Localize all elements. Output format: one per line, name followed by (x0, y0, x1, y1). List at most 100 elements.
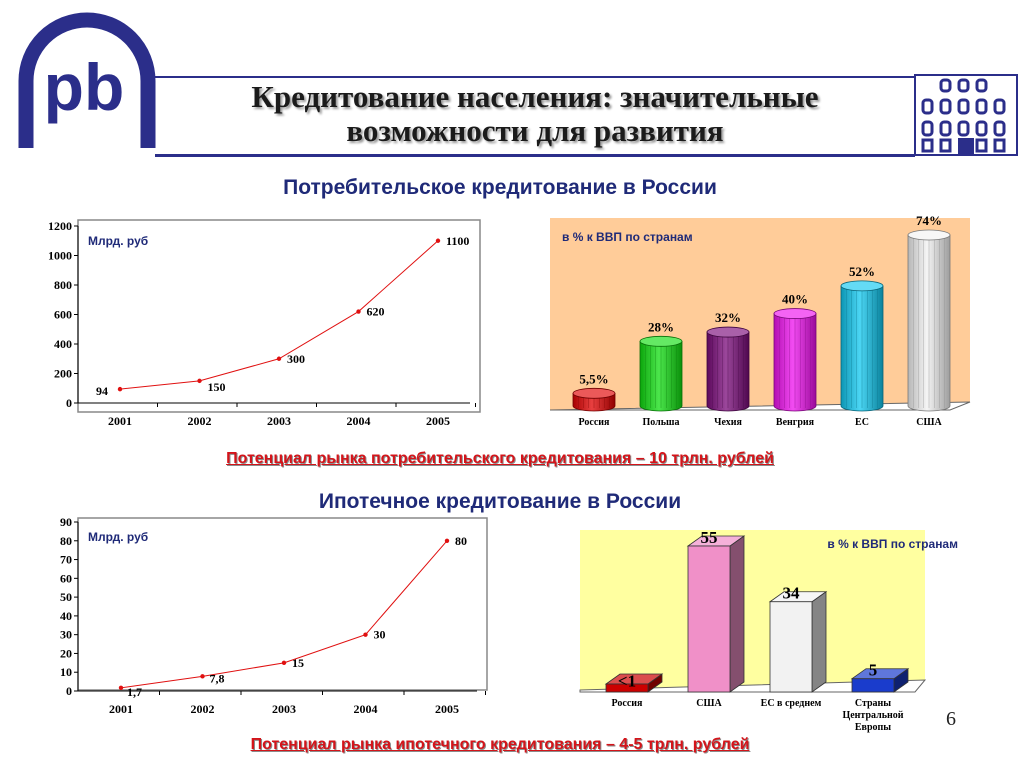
data-label: 7,8 (210, 671, 225, 685)
x-tick-label: 2001 (108, 414, 132, 428)
unit-label: в % к ВВП по странам (562, 230, 693, 244)
data-label: 1,7 (127, 685, 142, 699)
category-label: Россия (612, 698, 643, 709)
y-tick-label: 200 (54, 367, 72, 381)
bar-top (572, 387, 616, 399)
y-tick-label: 50 (60, 590, 72, 604)
consumer-potential-text: Потенциал рынка потребительского кредито… (226, 450, 774, 467)
consumer-gdp-chart: в % к ВВП по странам 5,5% Россия 28% Польша 3… (549, 213, 971, 428)
value-label: 40% (782, 292, 808, 307)
category-label: Центральной (842, 710, 903, 721)
x-tick-label: 2004 (354, 702, 378, 716)
x-tick-label: 2003 (267, 414, 291, 428)
bar (851, 678, 895, 693)
page-number: 6 (946, 708, 956, 730)
mortgage-potential-text: Потенциал рынка ипотечного кредитования … (250, 736, 750, 753)
bar-top (907, 229, 951, 241)
plot-frame (77, 219, 481, 413)
unit-label: Млрд. руб (88, 530, 148, 544)
category-label: Венгрия (776, 417, 815, 428)
category-label: США (916, 417, 942, 428)
data-point (281, 660, 287, 666)
page-title-line2: возможности для развития (346, 113, 724, 148)
data-label: 80 (455, 534, 467, 548)
y-tick-label: 90 (60, 515, 72, 529)
y-tick-label: 0 (66, 684, 72, 698)
chart-background (550, 218, 970, 410)
y-tick-label: 80 (60, 534, 72, 548)
value-label: 32% (715, 310, 741, 325)
header-divider-top (155, 76, 915, 78)
data-point (356, 309, 361, 314)
data-label: 15 (292, 656, 304, 670)
mortgage-volume-chart: 0 10 20 30 40 50 60 70 80 90 2001 2002 2003 2004 2005 1… (60, 515, 488, 716)
bar (769, 601, 813, 693)
bar-top (840, 280, 884, 292)
x-tick-label: 2002 (191, 702, 215, 716)
y-tick-label: 1000 (48, 249, 72, 263)
y-tick-label: 40 (60, 609, 72, 623)
bar-side (811, 590, 827, 693)
value-label: 28% (648, 319, 674, 334)
y-tick-label: 600 (54, 308, 72, 322)
bar (687, 545, 731, 693)
data-point (435, 238, 441, 243)
y-tick-label: 1200 (48, 219, 72, 233)
value-label: 52% (849, 264, 875, 279)
y-tick-label: 800 (54, 278, 72, 292)
building-icon (914, 74, 1018, 156)
data-label: 150 (208, 380, 226, 394)
y-tick-label: 20 (60, 646, 72, 660)
data-label: 620 (367, 305, 385, 319)
x-tick-label: 2002 (188, 414, 212, 428)
bar (605, 683, 649, 693)
category-label: Европы (855, 722, 891, 733)
page-title-line1: Кредитование населения: значительные (251, 79, 819, 114)
mortgage-gdp-chart: в % к ВВП по странам <1 Россия 55 США 34 ЕС в … (579, 528, 958, 733)
logo-text: pb (44, 50, 125, 124)
y-tick-label: 30 (60, 628, 72, 642)
data-point (117, 386, 123, 392)
value-label: 34 (783, 584, 801, 603)
data-label: 94 (96, 384, 108, 398)
x-tick-label: 2001 (109, 702, 133, 716)
x-tick-label: 2004 (347, 414, 371, 428)
value-label: 74% (916, 213, 942, 228)
category-label: ЕС в среднем (761, 698, 822, 709)
value-label: 5 (869, 661, 878, 680)
value-label: <1 (618, 671, 636, 690)
y-tick-label: 0 (66, 396, 72, 410)
unit-label: в % к ВВП по странам (827, 537, 958, 551)
consumer-section-title: Потребительское кредитование в России (283, 176, 717, 199)
value-label: 55 (701, 528, 718, 547)
data-label: 30 (374, 628, 386, 642)
bank-logo-icon: pb (18, 12, 156, 148)
x-tick-label: 2005 (426, 414, 450, 428)
category-label: Страны (855, 698, 891, 709)
data-point (444, 538, 450, 543)
category-label: Польша (643, 417, 680, 428)
header-divider-bottom (155, 154, 915, 157)
mortgage-section-title: Ипотечное кредитование в России (318, 490, 682, 513)
value-label: 5,5% (579, 371, 608, 386)
data-label: 300 (287, 352, 305, 366)
bar-top (773, 308, 817, 319)
bar-side (729, 535, 745, 693)
data-point (363, 632, 368, 637)
y-tick-label: 10 (60, 665, 72, 679)
y-tick-label: 60 (60, 571, 72, 585)
page-title: Кредитование населения: значительные воз… (160, 80, 910, 148)
x-tick-label: 2003 (272, 702, 296, 716)
chart-background (580, 530, 925, 690)
y-tick-label: 70 (60, 553, 72, 567)
bar-top (639, 335, 683, 347)
category-label: Чехия (714, 417, 742, 428)
category-label: Россия (579, 417, 610, 428)
data-point (197, 378, 202, 384)
bar-top (706, 326, 750, 338)
category-label: ЕС (855, 417, 869, 428)
data-point (276, 356, 282, 361)
data-label: 1100 (446, 234, 469, 248)
data-point (118, 685, 124, 691)
category-label: США (696, 698, 722, 709)
